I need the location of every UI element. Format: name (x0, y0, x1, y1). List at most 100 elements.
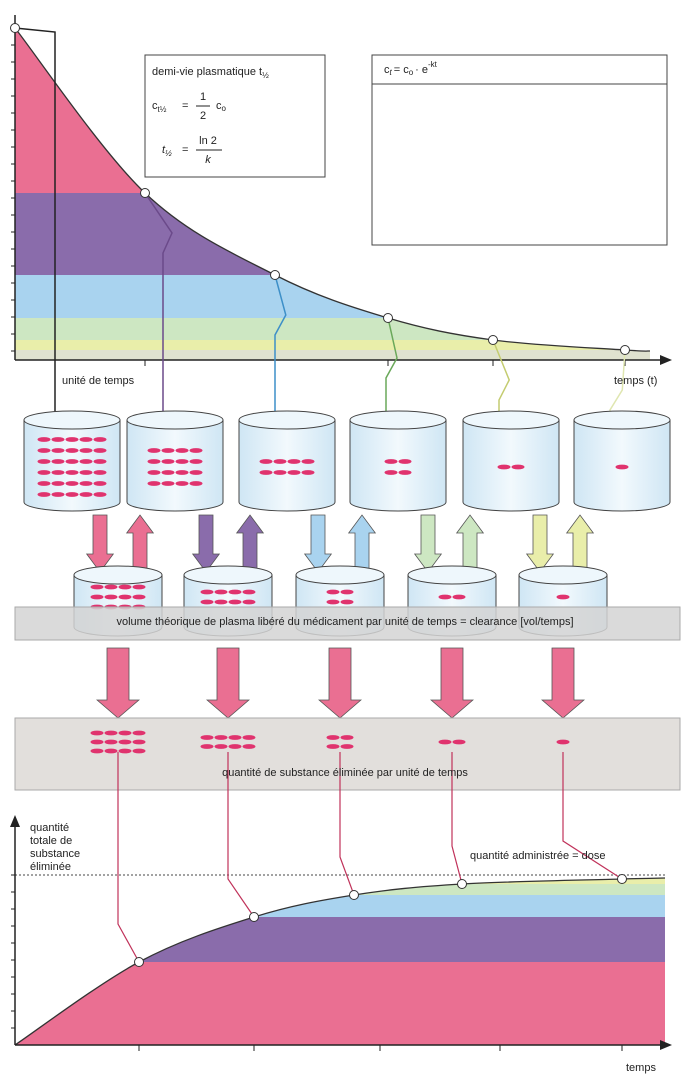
cylinder-top (126, 410, 224, 430)
dose-dash (175, 481, 189, 486)
dose-dash (189, 459, 203, 464)
point (140, 188, 150, 198)
arrow (96, 647, 140, 719)
dose-dash (65, 437, 79, 442)
point (488, 335, 498, 345)
formula: ct½ (152, 100, 167, 114)
dose-dash (37, 437, 51, 442)
cylinder-top (183, 565, 273, 585)
dose-dash (326, 599, 340, 605)
dose-dash (118, 739, 132, 745)
dose-dash (242, 599, 256, 605)
cylinder-top (518, 565, 608, 585)
band (15, 884, 665, 895)
point (349, 890, 359, 900)
dose-dash (556, 594, 570, 600)
dose-dash (118, 730, 132, 736)
dose-dash (340, 589, 354, 595)
curve (14, 877, 666, 1046)
cylinder-top (573, 410, 671, 430)
dose-dash (51, 492, 65, 497)
arrow (541, 647, 585, 719)
dose-dash (90, 739, 104, 745)
eliminated-label: quantité de substance éliminée par unité… (222, 767, 468, 779)
arrow (430, 647, 474, 719)
dose-dash (340, 744, 354, 749)
equals: = (182, 144, 188, 156)
arrow (455, 514, 485, 573)
numerator: 1 (200, 91, 206, 103)
dose-dash (438, 594, 452, 600)
connector (14, 27, 56, 425)
dose-dash (398, 470, 412, 475)
band (14, 606, 681, 641)
symbol: t (162, 144, 166, 156)
cylinder-top (73, 565, 163, 585)
dose-dash (132, 730, 146, 736)
dose-dash (104, 739, 118, 745)
dose-dash (214, 735, 228, 740)
dose-dash (438, 739, 452, 745)
dose-dash (147, 448, 161, 453)
cylinder-top (238, 410, 336, 430)
dose-dash (147, 459, 161, 464)
point (134, 957, 144, 967)
arrow (191, 514, 221, 573)
dose-dash (228, 599, 242, 605)
dose-dash (51, 470, 65, 475)
dose-dash (228, 744, 242, 749)
dose-dash (132, 594, 146, 600)
dose-dash (93, 448, 107, 453)
arrow (206, 647, 250, 719)
dose-dash (452, 594, 466, 600)
dose-dash (65, 492, 79, 497)
dose-dash (104, 584, 118, 590)
cylinder-top (407, 565, 497, 585)
dose-dash (51, 448, 65, 453)
point (383, 313, 393, 323)
dose-dash (175, 470, 189, 475)
subscript: o (409, 68, 414, 77)
band (15, 917, 665, 962)
dose-dash (90, 584, 104, 590)
arrow-head (660, 1040, 672, 1050)
arrow-head (10, 815, 20, 827)
denominator: 2 (200, 110, 206, 122)
point (617, 874, 627, 884)
dose-dash (452, 739, 466, 745)
band (14, 717, 681, 791)
dose-dash (79, 470, 93, 475)
dose-dash (189, 481, 203, 486)
band (15, 318, 650, 340)
dose-dash (37, 448, 51, 453)
subscript: t½ (158, 105, 167, 114)
legend-box: ct = co · e-kt (371, 54, 668, 246)
curve (14, 27, 651, 352)
dose-dash (301, 459, 315, 464)
dose-dash (200, 589, 214, 595)
dose-dash (287, 459, 301, 464)
band (15, 275, 650, 318)
dose-dash (37, 492, 51, 497)
dose-dash (79, 481, 93, 486)
dose-dash (118, 594, 132, 600)
cylinder (126, 419, 224, 512)
dose-dash (398, 459, 412, 464)
arrow (347, 514, 377, 573)
dose-dash (93, 481, 107, 486)
dose-dash (200, 599, 214, 605)
dose-dash (175, 459, 189, 464)
dose-dash (104, 748, 118, 754)
dose-dash (189, 448, 203, 453)
exp: · e (415, 64, 428, 76)
cylinder (462, 419, 560, 512)
dose-dash (214, 744, 228, 749)
dose-dash (259, 459, 273, 464)
dose-dash (340, 599, 354, 605)
cylinder-top (295, 565, 385, 585)
point (249, 912, 259, 922)
dose-dash (287, 470, 301, 475)
band (15, 350, 650, 360)
connector (451, 752, 463, 885)
dose-dash (51, 481, 65, 486)
